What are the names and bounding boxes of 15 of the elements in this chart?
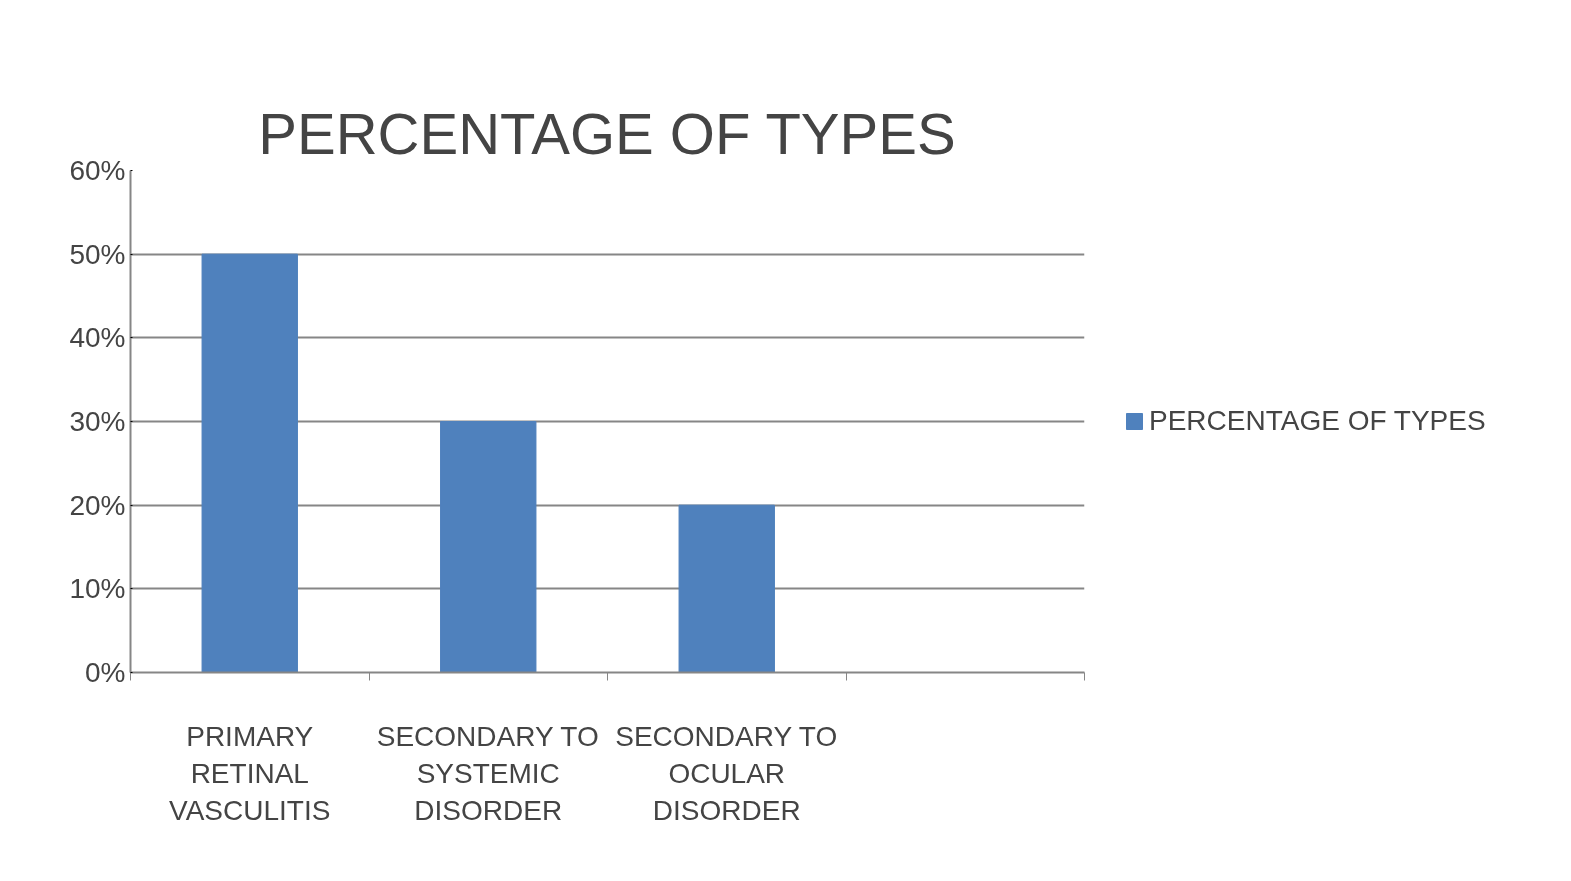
x-tick-label: SECONDARY TO SYSTEMIC DISORDER bbox=[376, 720, 599, 826]
y-tick-label: 20% bbox=[69, 489, 126, 521]
y-tick-label: 0% bbox=[85, 657, 126, 688]
chart-title: PERCENTAGE OF TYPES bbox=[258, 100, 956, 166]
y-tick-label: 30% bbox=[69, 406, 126, 437]
bar bbox=[678, 504, 775, 673]
legend-label: PERCENTAGE OF TYPES bbox=[1149, 405, 1486, 437]
bar bbox=[201, 253, 298, 673]
y-tick-label: 10% bbox=[69, 573, 126, 605]
bar bbox=[440, 421, 537, 673]
y-tick-label: 60% bbox=[69, 155, 126, 186]
x-tick-label: PRIMARY RETINAL VASCULITIS bbox=[169, 720, 331, 826]
x-tick-label: SECONDARY TO OCULAR DISORDER bbox=[615, 720, 838, 826]
y-tick-label: 50% bbox=[69, 238, 126, 270]
y-tick-label: 40% bbox=[69, 322, 126, 354]
